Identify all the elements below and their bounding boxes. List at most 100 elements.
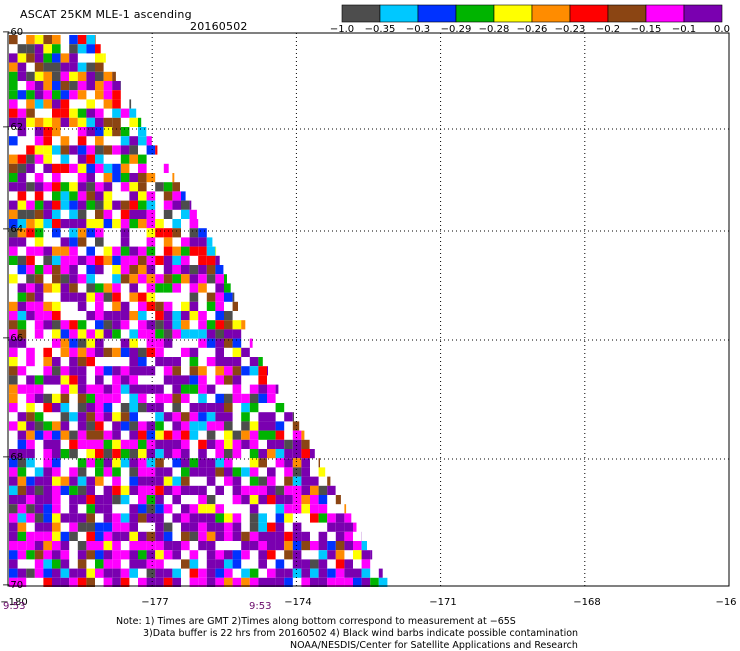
data-cell [172,357,181,366]
data-cell [215,357,224,366]
data-cell [52,449,61,458]
data-cell [293,559,302,568]
data-cell [112,412,121,421]
data-cell [121,532,130,541]
data-cell [181,348,190,357]
data-cell [207,495,216,504]
data-cell [138,449,147,458]
data-cell [18,523,27,532]
data-cell [121,302,130,311]
data-cell [215,532,224,541]
data-cell [9,256,18,265]
data-cell [172,550,181,559]
data-cell [104,449,113,458]
data-cell [52,486,61,495]
data-cell [104,550,113,559]
data-cell [69,320,78,329]
data-cell [78,348,87,357]
data-cell [61,293,70,302]
data-cell [233,449,242,458]
data-cell [86,385,95,394]
data-cell [112,118,121,127]
data-cell [104,201,113,210]
data-cell [104,541,113,550]
data-cell [319,495,328,504]
data-cell [112,127,121,136]
data-cell [284,467,293,476]
data-cell [241,532,250,541]
lon-label: −177 [141,597,168,608]
data-cell [35,136,44,145]
data-cell [138,247,147,256]
data-cell [155,145,157,154]
data-cell [26,247,35,256]
data-cell [250,385,259,394]
data-cell [258,421,267,430]
data-cell [86,394,95,403]
data-cell [18,72,27,81]
data-cell [164,394,173,403]
data-cell [121,265,130,274]
data-cell [198,265,207,274]
data-cell [52,35,61,44]
data-cell [129,283,138,292]
data-cell [207,357,216,366]
data-cell [181,247,190,256]
data-cell [112,449,121,458]
data-cell [43,256,52,265]
data-cell [181,440,190,449]
data-cell [26,164,35,173]
data-cell [121,550,130,559]
data-cell [52,458,61,467]
data-cell [112,440,121,449]
data-cell [190,431,199,440]
data-cell [258,513,267,522]
data-cell [61,145,70,154]
data-cell [95,164,104,173]
data-cell [26,302,35,311]
data-cell [43,431,52,440]
data-cell [35,228,44,237]
data-cell [95,532,104,541]
data-cell [61,274,70,283]
lat-label: −68 [2,452,23,463]
data-cell [112,283,121,292]
data-cell [61,375,70,384]
data-cell [18,320,27,329]
data-cell [190,329,199,338]
data-cell [164,201,173,210]
data-cell [284,569,293,578]
data-cell [172,256,181,265]
data-cell [69,210,78,219]
data-cell [104,90,113,99]
data-cell [104,559,113,568]
data-cell [104,247,113,256]
data-cell [215,320,224,329]
data-cell [78,274,87,283]
data-cell [233,440,242,449]
data-cell [112,431,121,440]
data-cell [95,348,104,357]
data-cell [224,458,233,467]
data-cell [112,550,121,559]
data-cell [104,164,113,173]
data-cell [18,164,27,173]
data-cell [276,541,285,550]
data-cell [86,293,95,302]
data-cell [198,440,207,449]
data-cell [78,569,87,578]
data-cell [78,302,87,311]
data-cell [267,366,268,375]
data-cell [95,467,104,476]
data-cell [250,449,259,458]
data-cell [86,265,95,274]
data-cell [121,219,130,228]
data-cell [129,477,138,486]
data-cell [9,375,18,384]
data-cell [129,311,138,320]
data-cell [155,458,164,467]
data-cell [155,385,164,394]
data-cell [69,201,78,210]
data-cell [86,504,95,513]
data-cell [69,72,78,81]
